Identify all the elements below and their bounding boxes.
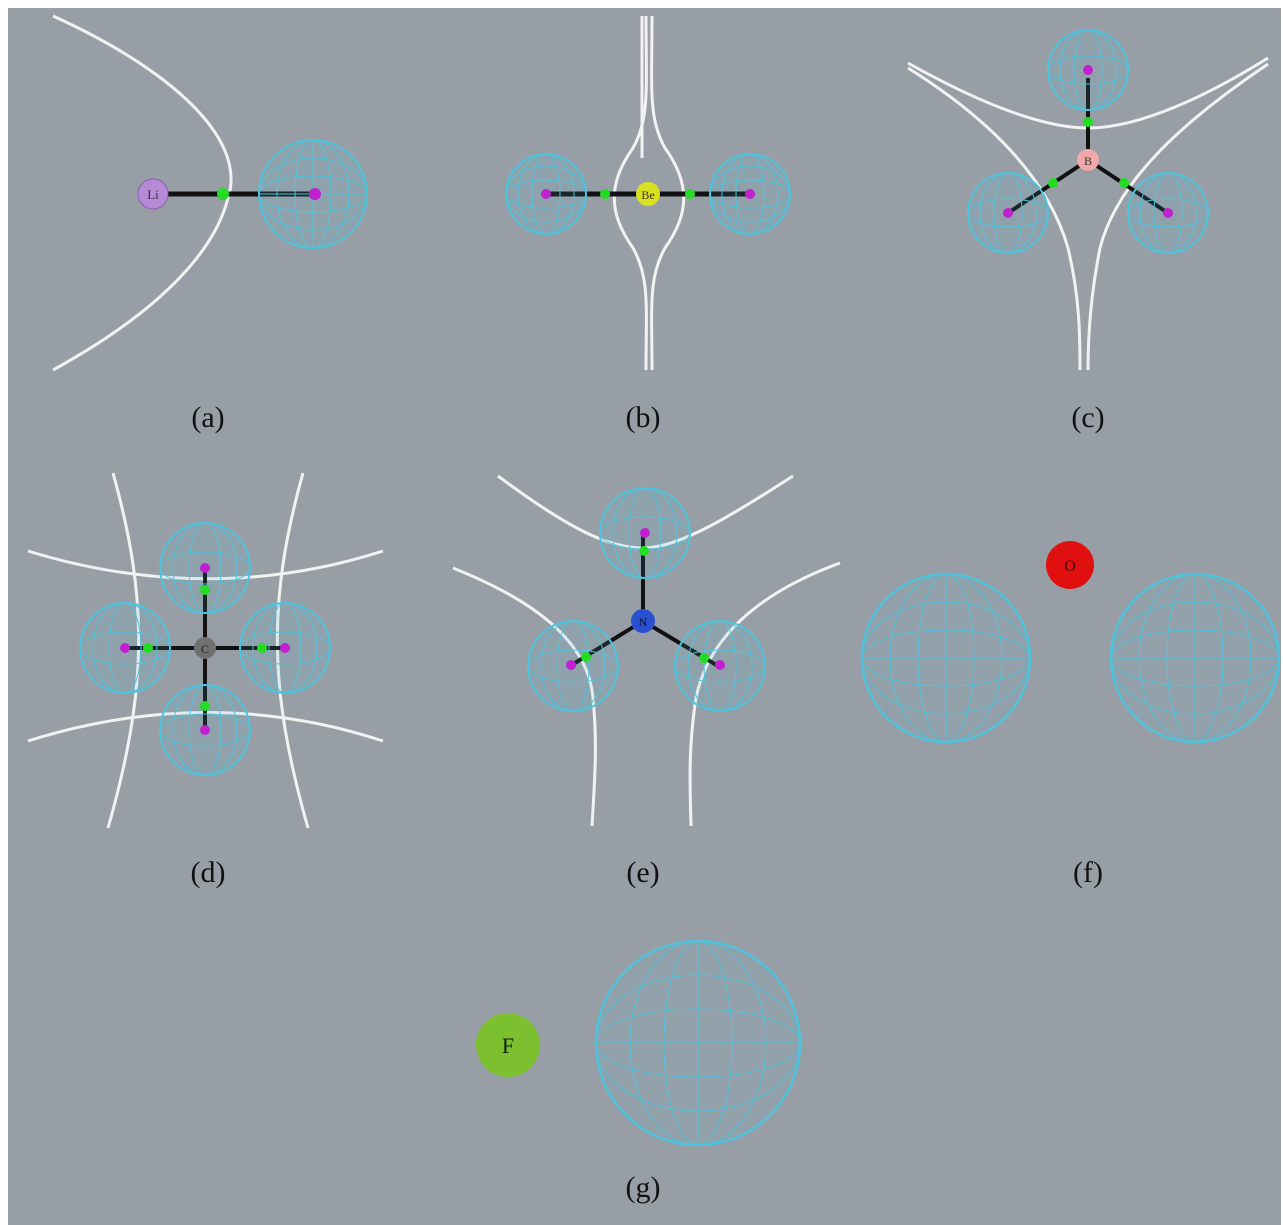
- bond-critical-point: [699, 653, 709, 663]
- lithium-atom: [137, 178, 169, 210]
- separatrix-curve: [27, 711, 384, 743]
- panel-d-diagram: C: [27, 472, 384, 829]
- bond-critical-point: [1119, 178, 1129, 188]
- separatrix-curve: [907, 66, 1082, 371]
- bond-critical-point: [1083, 117, 1093, 127]
- carbon-atom: [194, 637, 216, 659]
- panel-c: B: [868, 8, 1281, 378]
- bond-critical-point: [600, 189, 610, 199]
- oxygen-atom: [1046, 541, 1094, 589]
- panel-f: O: [858, 528, 1281, 778]
- bond-critical-point: [685, 189, 695, 199]
- panel-a-diagram: Li: [52, 14, 368, 372]
- bond-critical-point: [639, 546, 649, 556]
- separatrix-curve: [650, 15, 686, 371]
- panel-b-diagram: Be: [505, 15, 791, 371]
- panel-b: Be: [428, 8, 868, 378]
- bond-critical-point: [217, 188, 229, 200]
- panel-f-diagram: O: [860, 541, 1281, 744]
- panel-e: N: [428, 448, 868, 838]
- atom-label-be: Be: [641, 188, 654, 202]
- caption-e: (e): [626, 856, 660, 889]
- atom-label-n: N: [639, 615, 648, 629]
- bond-critical-point: [257, 643, 267, 653]
- hydrogen-atom: [200, 725, 210, 735]
- atom-label-f: F: [502, 1033, 514, 1058]
- basin-mesh: [594, 939, 802, 1147]
- separatrix-curve: [27, 549, 384, 581]
- hydrogen-atom: [640, 528, 650, 538]
- caption-f: (f): [1073, 856, 1103, 889]
- separatrix-curve: [1086, 62, 1269, 371]
- hydrogen-atom: [1003, 208, 1013, 218]
- hydrogen-atom: [280, 643, 290, 653]
- bond-critical-point: [143, 643, 153, 653]
- panel-c-diagram: B: [907, 29, 1269, 371]
- caption-g: (g): [625, 1171, 661, 1204]
- atom-label-b: B: [1084, 154, 1092, 168]
- panel-a: Li: [8, 8, 428, 378]
- hydrogen-atom: [120, 643, 130, 653]
- hydrogen-atom: [1163, 208, 1173, 218]
- boron-atom: [1077, 149, 1099, 171]
- panel-g: F: [468, 933, 848, 1153]
- separatrix-curve: [452, 566, 597, 827]
- basin-mesh: [860, 572, 1032, 744]
- hydrogen-atom: [1083, 65, 1093, 75]
- nitrogen-atom: [631, 609, 655, 633]
- hydrogen-atom: [541, 189, 551, 199]
- panel-e-diagram: N: [452, 474, 841, 827]
- panel-d: C: [8, 448, 428, 838]
- hydrogen-atom: [200, 563, 210, 573]
- bond-critical-point: [200, 701, 210, 711]
- separatrix-curve: [688, 561, 841, 827]
- bond-critical-point: [1048, 178, 1058, 188]
- hydrogen-atom: [715, 660, 725, 670]
- caption-b: (b): [625, 401, 661, 434]
- hydrogen-atom: [566, 660, 576, 670]
- fluorine-atom: [476, 1013, 540, 1077]
- bond-critical-point: [200, 585, 210, 595]
- atom-label-o: O: [1064, 558, 1076, 575]
- figure-canvas: Li (a): [8, 8, 1281, 1225]
- bond-critical-point: [581, 652, 591, 662]
- basin-mesh: [1109, 572, 1281, 744]
- beryllium-atom: [636, 182, 660, 206]
- separatrix-curve: [275, 472, 310, 829]
- caption-a: (a): [191, 401, 225, 434]
- atom-label-c: C: [201, 642, 209, 656]
- panel-g-diagram: F: [476, 939, 802, 1147]
- atom-label-li: Li: [147, 187, 159, 202]
- separatrix-curve: [52, 14, 233, 372]
- caption-d: (d): [190, 856, 226, 889]
- separatrix-curve: [106, 472, 141, 829]
- hydrogen-atom: [309, 188, 321, 200]
- separatrix-curve: [612, 15, 648, 371]
- caption-c: (c): [1071, 401, 1105, 434]
- hydrogen-atom: [745, 189, 755, 199]
